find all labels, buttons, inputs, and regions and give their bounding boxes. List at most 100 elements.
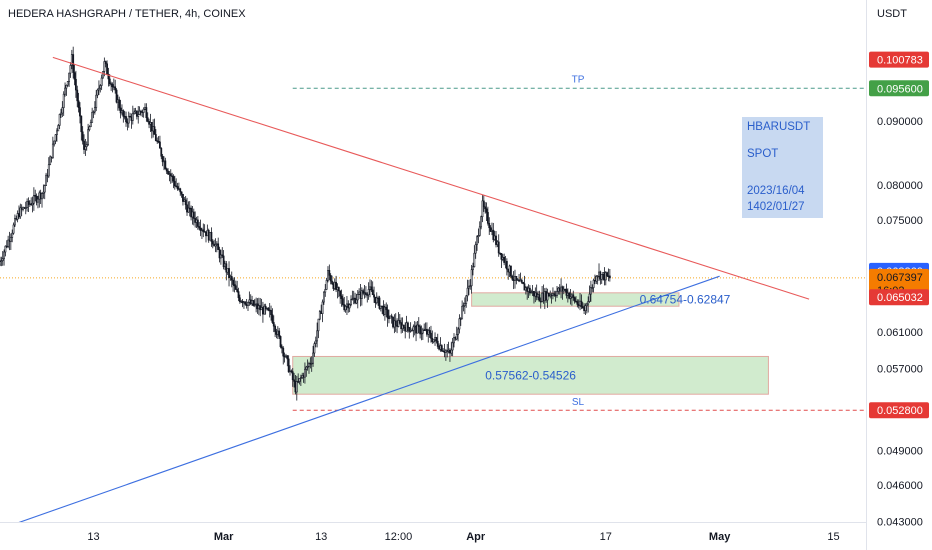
candle-body [171, 175, 174, 178]
candle [137, 106, 140, 124]
candle [461, 300, 464, 320]
candle-body [287, 358, 290, 373]
candle [287, 355, 290, 373]
candle-body [573, 297, 576, 302]
candle [98, 80, 100, 96]
candle [7, 235, 10, 249]
candle [104, 60, 107, 68]
candle-body [100, 77, 103, 86]
candle [321, 299, 324, 323]
candle-body [603, 272, 606, 281]
candle-body [537, 294, 539, 298]
candle [383, 303, 386, 321]
candle [112, 78, 115, 91]
candle-body [608, 275, 611, 279]
candle [127, 111, 130, 128]
candle [58, 113, 61, 130]
candle-body [180, 191, 183, 195]
candle [117, 94, 119, 111]
candle [393, 314, 396, 334]
candle-body [297, 381, 300, 383]
price-scale-currency: USDT [877, 8, 907, 20]
candle [100, 74, 103, 91]
candle-body [205, 231, 207, 237]
candle-body [397, 320, 400, 327]
candle-body [46, 174, 49, 177]
candle-body [24, 207, 27, 209]
candle [419, 324, 422, 339]
candle [210, 227, 213, 247]
candle [190, 205, 192, 221]
candle-body [472, 266, 474, 271]
candle-body [187, 207, 190, 213]
candle [283, 352, 286, 363]
candle-body [163, 160, 165, 163]
candle-body [356, 294, 359, 301]
candle-body [522, 282, 525, 285]
candle [243, 300, 245, 309]
candle [160, 147, 163, 160]
candle [93, 101, 96, 115]
candle [54, 134, 57, 145]
candle-body [562, 288, 565, 292]
candle [306, 359, 309, 371]
candle [435, 336, 438, 344]
candle-body [23, 207, 26, 209]
candle-body [30, 203, 33, 206]
candle-body [365, 292, 367, 295]
candle-body [553, 293, 556, 296]
candle-body [14, 218, 16, 226]
candle [209, 231, 211, 241]
candle-body [53, 140, 56, 145]
candle [8, 231, 11, 251]
candle-body [542, 292, 545, 302]
candle-body [504, 261, 507, 263]
candle-body [241, 301, 244, 304]
candle-body [367, 289, 370, 296]
candle [102, 71, 104, 79]
candles [0, 46, 611, 401]
candle-body [557, 287, 560, 292]
candle [477, 228, 480, 244]
candle-body [505, 261, 508, 270]
candle [426, 322, 428, 337]
candle [313, 341, 316, 357]
candle [436, 333, 439, 349]
candle-body [546, 292, 549, 301]
candle [222, 250, 225, 270]
candle [598, 263, 600, 281]
candle-body [389, 315, 392, 319]
candle-body [427, 330, 430, 335]
candle [275, 328, 278, 339]
candle [15, 215, 18, 221]
candle [457, 327, 459, 342]
candle [401, 317, 404, 333]
candle-body [119, 107, 122, 114]
candle-body [484, 206, 487, 210]
candle [5, 240, 8, 249]
candle [336, 283, 339, 299]
candle-body [486, 212, 489, 224]
candle-body [56, 130, 58, 136]
candle-body [18, 213, 20, 218]
candle-body [238, 297, 241, 302]
candle-body [117, 99, 119, 103]
candle-body [209, 231, 211, 241]
candle [149, 113, 152, 133]
candle [390, 313, 393, 324]
candle-body [172, 176, 175, 182]
candle [373, 286, 375, 303]
candle-body [493, 235, 496, 240]
candle-body [236, 289, 239, 292]
candle [57, 124, 60, 132]
candle [608, 268, 611, 282]
candle-body [424, 328, 427, 331]
candle [240, 299, 243, 303]
candle-body [316, 330, 319, 342]
sl-label: SL [572, 397, 585, 408]
candle [161, 153, 164, 167]
candle-body [318, 311, 321, 320]
candle [375, 292, 378, 305]
candle [270, 305, 272, 321]
